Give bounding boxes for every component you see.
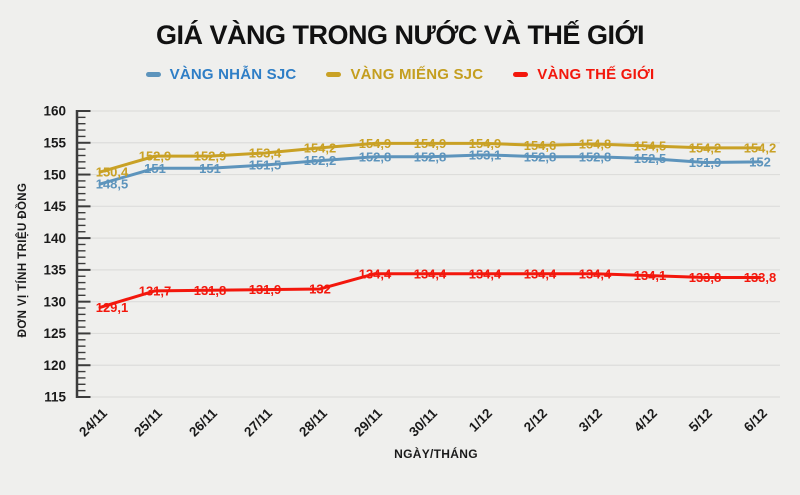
point-label: 151 bbox=[199, 161, 221, 176]
point-label: 154,2 bbox=[744, 140, 777, 155]
x-category-label: 5/12 bbox=[686, 406, 715, 435]
y-tick-label: 145 bbox=[43, 199, 66, 214]
legend-item-vang-the-gioi: VÀNG THẾ GIỚI bbox=[513, 66, 654, 83]
point-label: 129,1 bbox=[96, 300, 129, 315]
legend-marker-vang-nhan-sjc bbox=[145, 72, 161, 77]
line-chart: 115 120 125 130 135 140 145 150 155 160 24/11 25/11… bbox=[16, 104, 780, 461]
point-label: 132 bbox=[309, 282, 331, 297]
point-label: 131,7 bbox=[139, 283, 172, 298]
y-tick-label: 150 bbox=[43, 167, 66, 182]
legend-label-vang-mieng-sjc: VÀNG MIẾNG SJC bbox=[350, 66, 484, 83]
point-label: 134,4 bbox=[469, 266, 502, 281]
point-label: 151,9 bbox=[689, 155, 722, 170]
series-line-VÀNG THẾ GIỚI bbox=[98, 272, 762, 309]
point-label: 151 bbox=[144, 161, 166, 176]
legend-label-vang-the-gioi: VÀNG THẾ GIỚI bbox=[537, 66, 655, 83]
x-axis-title: NGÀY/THÁNG bbox=[394, 446, 478, 461]
legend-marker-vang-the-gioi bbox=[513, 72, 529, 77]
series-line-VÀNG NHẪN SJC bbox=[98, 153, 762, 186]
point-label: 154,9 bbox=[469, 136, 502, 151]
x-category-label: 6/12 bbox=[741, 406, 770, 435]
point-label: 152,8 bbox=[414, 149, 447, 164]
x-category-label: 27/11 bbox=[241, 405, 275, 439]
point-label: 150,4 bbox=[96, 165, 129, 180]
point-label: 152,8 bbox=[524, 149, 557, 164]
x-category-label: 1/12 bbox=[466, 406, 495, 435]
x-category-label: 2/12 bbox=[521, 406, 550, 435]
point-label: 154,9 bbox=[359, 136, 392, 151]
x-category-label: 29/11 bbox=[351, 405, 385, 439]
point-label: 152 bbox=[749, 154, 771, 169]
y-tick-label: 155 bbox=[43, 136, 66, 151]
point-label: 151,5 bbox=[249, 158, 282, 173]
point-label: 133,8 bbox=[689, 270, 722, 285]
y-tick-label: 135 bbox=[43, 263, 66, 278]
point-label: 152,8 bbox=[579, 149, 612, 164]
y-tick-label: 115 bbox=[44, 390, 66, 405]
x-category-label: 28/11 bbox=[296, 405, 330, 439]
legend-item-vang-mieng-sjc: VÀNG MIẾNG SJC bbox=[326, 66, 483, 83]
x-category-label: 25/11 bbox=[131, 405, 165, 439]
point-label: 154,2 bbox=[304, 140, 337, 155]
point-label: 148,5 bbox=[96, 177, 129, 192]
point-label: 134,4 bbox=[414, 266, 447, 281]
point-label: 153,4 bbox=[249, 145, 282, 160]
x-category-label: 3/12 bbox=[576, 406, 605, 435]
legend-label-vang-nhan-sjc: VÀNG NHẪN SJC bbox=[169, 66, 297, 83]
point-label: 152,9 bbox=[194, 149, 227, 164]
x-category-label: 4/12 bbox=[631, 406, 660, 435]
point-label: 152,9 bbox=[139, 149, 172, 164]
point-label: 154,8 bbox=[579, 137, 612, 152]
y-tick-label: 160 bbox=[43, 104, 66, 119]
y-axis-title: ĐƠN VỊ TÍNH TRIỆU ĐỒNG bbox=[16, 183, 29, 338]
x-category-label: 26/11 bbox=[186, 405, 220, 439]
series-line-VÀNG MIẾNG SJC bbox=[98, 141, 762, 174]
x-category-label: 30/11 bbox=[406, 405, 440, 439]
point-label: 134,4 bbox=[579, 266, 612, 281]
legend-marker-vang-mieng-sjc bbox=[326, 72, 342, 77]
y-tick-label: 130 bbox=[43, 294, 66, 309]
y-tick-label: 140 bbox=[43, 231, 66, 246]
legend-item-vang-nhan-sjc: VÀNG NHẪN SJC bbox=[145, 66, 297, 83]
point-label: 133,8 bbox=[744, 270, 777, 285]
point-label: 152,2 bbox=[304, 153, 337, 168]
point-label: 152,5 bbox=[634, 151, 667, 166]
y-tick-label: 125 bbox=[43, 326, 66, 341]
point-label: 134,4 bbox=[524, 266, 557, 281]
point-label: 134,1 bbox=[634, 268, 667, 283]
point-label: 154,9 bbox=[414, 136, 447, 151]
chart-title: GIÁ VÀNG TRONG NƯỚC VÀ THẾ GIỚI bbox=[156, 20, 644, 50]
point-label: 153,1 bbox=[469, 147, 502, 162]
point-label: 154,2 bbox=[689, 140, 722, 155]
legend: VÀNG NHẪN SJC VÀNG MIẾNG SJC VÀNG THẾ GI… bbox=[0, 66, 800, 83]
y-tick-label: 120 bbox=[43, 358, 66, 373]
point-label: 131,9 bbox=[249, 282, 282, 297]
point-label: 152,8 bbox=[359, 149, 392, 164]
point-label: 154,6 bbox=[524, 138, 557, 153]
point-label: 154,5 bbox=[634, 139, 667, 154]
point-label: 134,4 bbox=[359, 266, 392, 281]
point-label: 131,8 bbox=[194, 283, 227, 298]
x-category-label: 24/11 bbox=[76, 405, 110, 439]
